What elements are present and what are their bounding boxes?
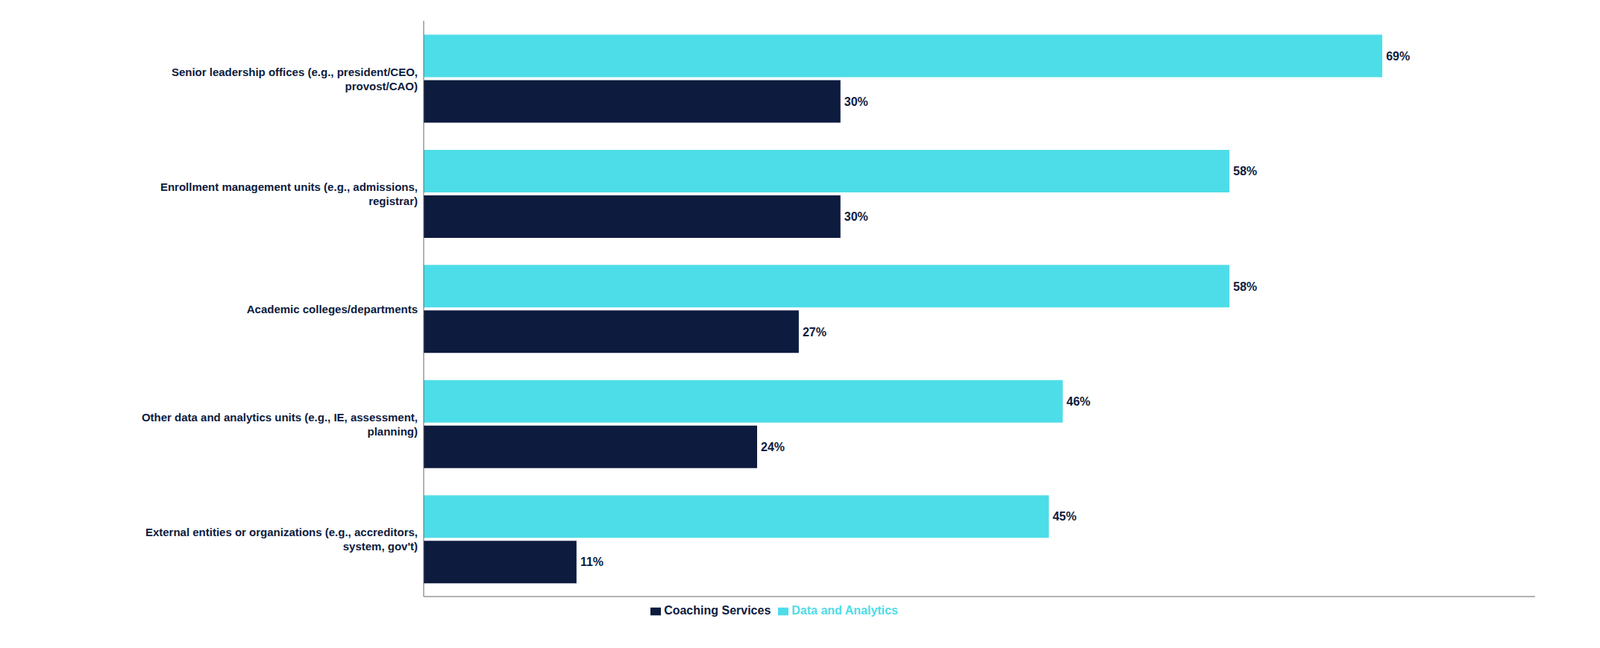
svg-text:Senior leadership offices (e.g: Senior leadership offices (e.g., preside… — [171, 64, 418, 92]
svg-text:11%: 11% — [580, 555, 604, 569]
svg-text:30%: 30% — [844, 95, 869, 109]
svg-text:Other data and analytics units: Other data and analytics units (e.g., IE… — [141, 410, 418, 438]
svg-text:Academic colleges/departments: Academic colleges/departments — [246, 302, 418, 316]
html-text:Data and Analytics: Data and Analytics — [791, 604, 899, 617]
svg-text:58%: 58% — [1233, 280, 1257, 294]
svg-text:58%: 58% — [1233, 164, 1257, 178]
svg-text:45%: 45% — [1052, 510, 1077, 523]
svg-text:External entities or organizat: External entities or organizations (e.g.… — [145, 525, 418, 553]
svg-text:46%: 46% — [1066, 395, 1091, 409]
html-text:Coaching Services: Coaching Services — [663, 604, 771, 617]
svg-text:24%: 24% — [760, 440, 785, 454]
svg-text:27%: 27% — [802, 325, 827, 339]
svg-text:69%: 69% — [1385, 49, 1410, 63]
svg-text:Enrollment management units (e: Enrollment management units (e.g., admis… — [160, 180, 418, 208]
svg-text:30%: 30% — [844, 210, 869, 224]
